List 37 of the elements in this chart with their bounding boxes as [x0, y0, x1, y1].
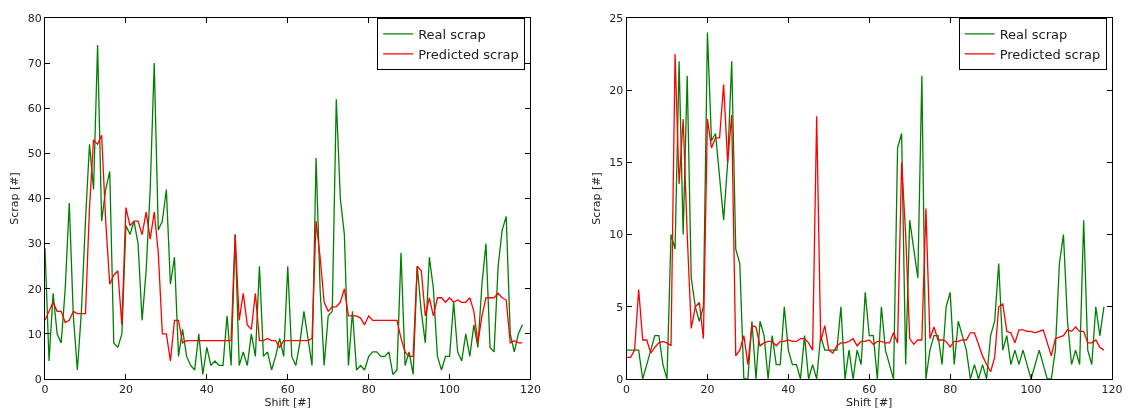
- y-tick-label: 30: [27, 237, 42, 251]
- y-tick-label: 10: [27, 327, 42, 341]
- y-tick-label: 0: [616, 372, 624, 386]
- legend-label: Predicted scrap: [418, 46, 519, 62]
- x-tick-label: 120: [1101, 383, 1123, 397]
- y-tick-label: 25: [609, 11, 624, 25]
- x-tick-label: 20: [118, 383, 133, 397]
- y-tick-label: 80: [27, 11, 42, 25]
- y-tick-label: 60: [27, 102, 42, 116]
- legend-label: Predicted scrap: [999, 46, 1101, 62]
- line-series: [45, 134, 524, 362]
- x-tick-label: 80: [943, 383, 958, 397]
- x-axis-title: Shift [#]: [264, 396, 311, 410]
- y-axis-title: Scrap [#]: [8, 172, 22, 225]
- x-tick-label: 100: [1020, 383, 1042, 397]
- x-tick-label: 40: [199, 383, 214, 397]
- y-axis-title: Scrap [#]: [589, 172, 603, 225]
- y-tick-label: 10: [609, 228, 624, 242]
- y-tick-label: 15: [609, 156, 624, 170]
- x-tick-label: 60: [280, 383, 295, 397]
- x-tick-label: 100: [439, 383, 461, 397]
- y-tick-label: 5: [616, 300, 624, 314]
- x-tick-label: 80: [361, 383, 376, 397]
- y-tick-label: 50: [27, 147, 42, 161]
- y-tick-label: 0: [34, 372, 42, 386]
- y-tick-label: 70: [27, 56, 42, 70]
- legend-label: Real scrap: [999, 27, 1068, 43]
- x-tick-label: 60: [862, 383, 877, 397]
- line-series: [45, 44, 524, 376]
- y-tick-label: 20: [609, 84, 624, 98]
- y-tick-label: 20: [27, 282, 42, 296]
- y-tick-label: 40: [27, 192, 42, 206]
- x-tick-label: 120: [519, 383, 541, 397]
- x-tick-label: 20: [700, 383, 715, 397]
- x-tick-label: 40: [781, 383, 796, 397]
- x-axis-title: Shift [#]: [846, 396, 893, 410]
- legend-label: Real scrap: [418, 27, 486, 43]
